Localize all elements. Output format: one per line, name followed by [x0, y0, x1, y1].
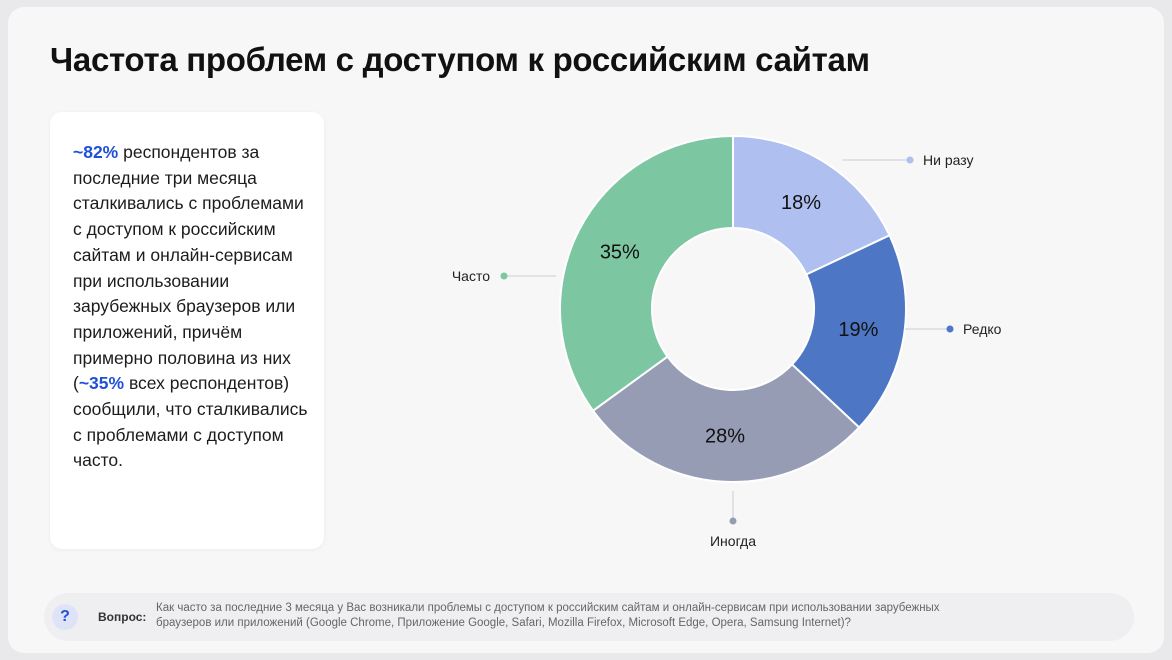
donut-slice-1	[732, 134, 891, 276]
question-text: Как часто за последние 3 месяца у Вас во…	[156, 602, 940, 629]
summary-card: ~82% респондентов за последние три месяц…	[50, 112, 324, 549]
slice-value-label: 28%	[705, 426, 745, 448]
category-label: Редко	[963, 321, 1002, 337]
callout-dot	[729, 517, 737, 525]
page-title: Частота проблем с доступом к российским …	[50, 41, 870, 78]
callout-dot	[906, 156, 914, 164]
summary-text-part2: всех респондентов) сообщили, что сталкив…	[73, 373, 308, 471]
category-label: Ни разу	[923, 152, 974, 168]
slice-value-label: 19%	[838, 319, 878, 341]
category-label: Часто	[452, 268, 490, 284]
summary-text: ~82% респондентов за последние три месяц…	[73, 140, 313, 474]
question-label: Вопрос:	[98, 610, 147, 624]
question-bar: ? Вопрос: Как часто за последние 3 месяц…	[44, 593, 1134, 641]
callout-dot	[500, 272, 508, 280]
category-label: Иногда	[710, 533, 756, 549]
slice-value-label: 18%	[781, 192, 821, 214]
donut-slice-4	[559, 134, 734, 413]
slide: Частота проблем с доступом к российским …	[8, 7, 1164, 653]
callout-dot	[946, 325, 954, 333]
summary-highlight-82: ~82%	[73, 142, 119, 162]
slice-value-label: 35%	[600, 241, 640, 263]
question-icon: ?	[52, 604, 78, 630]
summary-text-part1: респондентов за последние три месяца ста…	[73, 142, 304, 394]
summary-highlight-35: ~35%	[78, 373, 125, 394]
donut-slice-3	[591, 355, 861, 484]
donut-slice-2	[790, 234, 907, 429]
